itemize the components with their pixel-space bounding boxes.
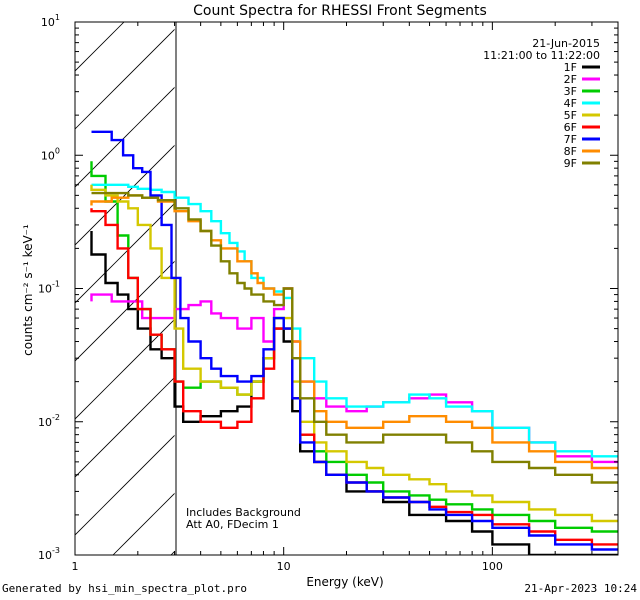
hatched-region xyxy=(0,0,640,555)
hatch-line-6 xyxy=(75,202,175,304)
y-tick-exponent-0: 0 xyxy=(55,146,60,155)
legend-label-1F: 1F xyxy=(564,61,577,74)
legend-label-2F: 2F xyxy=(564,73,577,86)
generated-by-label: Generated by hsi_min_spectra_plot.pro xyxy=(2,582,248,595)
y-axis-label: counts cm⁻² s⁻¹ keV⁻¹ xyxy=(21,224,35,356)
hatch-line-10 xyxy=(75,434,175,536)
chart-title: Count Spectra for RHESSI Front Segments xyxy=(193,3,487,19)
series-line-2F xyxy=(90,287,618,464)
hatch-line-9 xyxy=(75,376,175,478)
legend-label-6F: 6F xyxy=(564,121,577,134)
hatch-line-4 xyxy=(75,86,175,188)
time-range-label: 11:21:00 to 11:22:00 xyxy=(483,49,600,62)
hatch-line-13 xyxy=(229,0,640,555)
x-tick-label-1: 1 xyxy=(72,560,79,573)
annotation-attenuator: Att A0, FDecim 1 xyxy=(186,518,279,531)
legend-label-8F: 8F xyxy=(564,145,577,158)
legend-label-7F: 7F xyxy=(564,133,577,146)
series-line-9F xyxy=(91,191,618,484)
legend-label-5F: 5F xyxy=(564,109,577,122)
hatch-line-3 xyxy=(75,28,175,130)
date-label: 21-Jun-2015 xyxy=(532,37,600,50)
hatch-line-1 xyxy=(0,0,93,555)
annotation-background: Includes Background xyxy=(186,506,301,519)
x-axis-label: Energy (keV) xyxy=(306,575,383,589)
y-tick-label--1: 10-1 xyxy=(38,280,60,296)
legend-label-3F: 3F xyxy=(564,85,577,98)
series-line-1F xyxy=(90,231,618,555)
y-tick-label--3: 10-3 xyxy=(38,546,60,562)
x-tick-label-100: 100 xyxy=(482,560,503,573)
x-tick-label-10: 10 xyxy=(277,560,291,573)
y-tick-exponent-1: 1 xyxy=(55,13,60,22)
legend-label-9F: 9F xyxy=(564,157,577,170)
hatch-line-7 xyxy=(75,260,175,362)
date-stamp-label: 21-Apr-2023 10:24 xyxy=(524,582,637,595)
y-tick-exponent--3: -3 xyxy=(52,546,60,555)
y-tick-label-0: 100 xyxy=(41,146,60,162)
series-layer xyxy=(90,130,618,555)
y-tick-label-1: 101 xyxy=(41,13,60,29)
y-tick-exponent--1: -1 xyxy=(52,280,60,289)
y-axis-label-text: counts cm⁻² s⁻¹ keV⁻¹ xyxy=(21,224,35,356)
y-tick-label--2: 10-2 xyxy=(38,413,60,429)
series-line-7F xyxy=(91,130,618,551)
legend-label-4F: 4F xyxy=(564,97,577,110)
y-tick-exponent--2: -2 xyxy=(52,413,60,422)
hatch-line-11 xyxy=(112,492,175,555)
series-line-3F xyxy=(90,161,618,533)
